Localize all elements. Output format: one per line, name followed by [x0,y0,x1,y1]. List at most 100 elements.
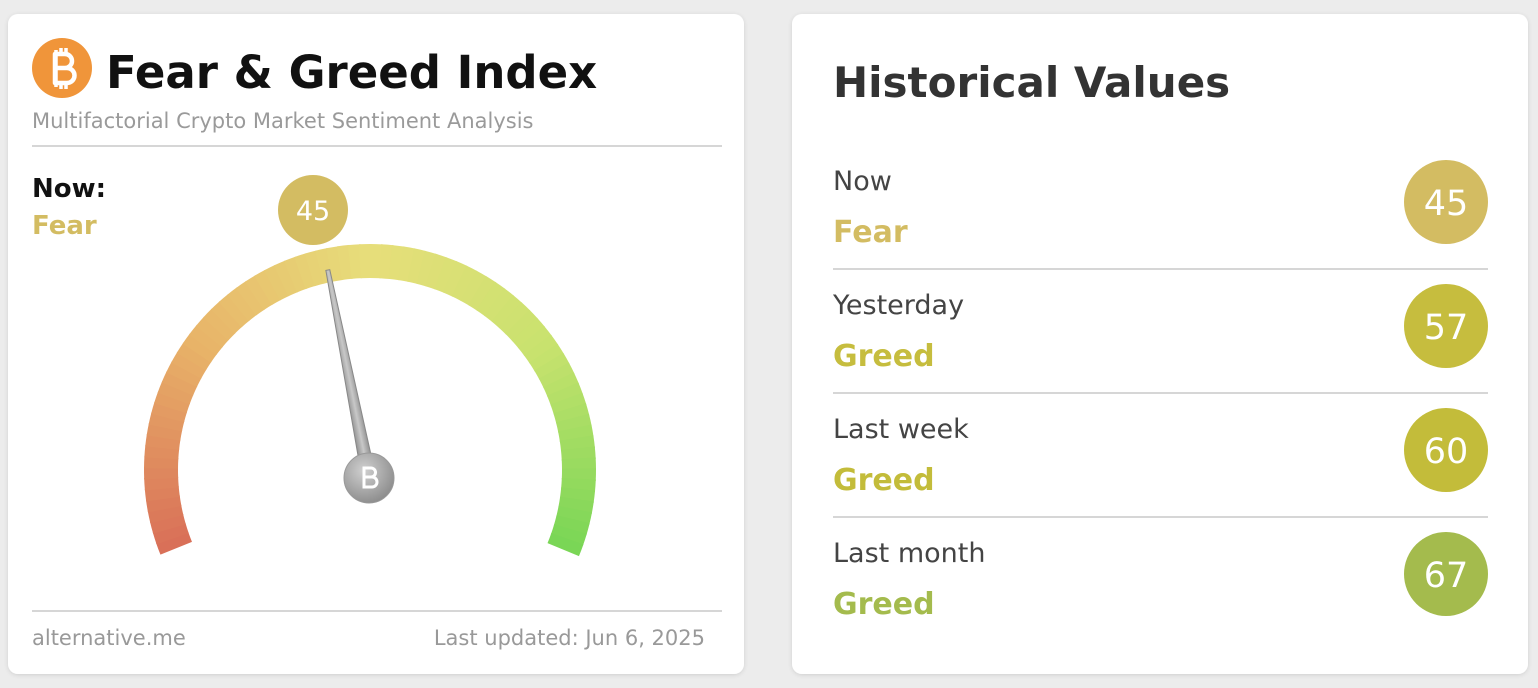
gauge-segment [434,257,458,294]
row-badge [1404,160,1488,244]
pivot-logo [362,466,379,489]
row-label: Last week [833,414,969,445]
value-text: 45 [296,196,330,227]
gauge-segment [144,476,179,491]
gauge-segment [560,446,596,461]
row-label: Yesterday [832,290,964,321]
gauge-segment [534,352,570,380]
row-classification: Greed [833,463,935,498]
gauge-segment [556,505,592,525]
row-badge [1404,532,1488,616]
gauge-segment [154,391,191,414]
row-classification: Fear [833,215,908,250]
row-badge [1404,408,1488,492]
gauge-segment [558,496,594,514]
gauge [144,244,597,557]
gauge-segment [218,293,250,328]
gauge-segment [189,324,223,355]
gauge-segment [468,275,497,311]
row-classification: Greed [833,587,935,622]
gauge-segment [358,244,372,279]
gauge-segment [555,413,592,433]
gauge-segment [273,260,299,297]
gauge-segment [451,265,478,302]
gauge-segment [294,253,316,290]
gauge-segment [144,486,180,502]
gauge-segment [148,412,185,432]
row-value: 60 [1424,432,1469,472]
gauge-segment [203,308,236,341]
gauge-segment [254,269,282,306]
gauge-segment [561,457,596,470]
row-classification: Greed [833,339,935,374]
gauge-segment [283,256,307,293]
gauge-segment [166,361,202,388]
gauge-segment [151,401,187,423]
gauge-segment [176,342,212,371]
gauge-segment [347,244,362,279]
title: Fear & Greed Index [106,46,597,99]
gauge-segment [227,287,258,322]
gauge-segment [156,531,192,555]
row-badge [1404,284,1488,368]
gauge-segment [547,533,584,557]
now-label: Now: [32,174,106,204]
classification: Fear [32,211,97,241]
gauge-segment [144,455,179,469]
gauge-segment [336,244,353,281]
row-value: 67 [1424,556,1469,596]
gauge-segment [195,316,230,348]
gauge-segment [561,468,597,482]
gauge-segment [263,264,290,301]
gauge-segment [370,244,383,279]
row-label: Now [833,166,892,197]
gauge-segment [210,300,243,334]
gauge-segment [483,288,515,323]
gauge-segment [244,275,273,311]
gauge-segment [304,250,325,287]
gauge-segment [476,281,506,317]
gauge-segment [550,392,587,415]
gauge-segment [146,423,183,441]
gauge-segment [152,522,189,545]
gauge-segment [171,351,207,379]
gauge-segment [149,513,186,534]
subtitle: Multifactorial Crypto Market Sentiment A… [32,109,534,133]
gauge-segment [523,334,559,364]
gauge-segment [157,380,194,405]
gauge-segment [538,362,575,389]
gauge-segment [553,403,590,424]
gauge-segment [144,466,179,480]
gauge-segment [235,280,265,316]
gauge-segment [161,370,198,396]
history-card [792,14,1528,674]
row-value: 57 [1424,308,1469,348]
gauge-segment [182,333,218,363]
row-value: 45 [1424,184,1469,224]
gauge-segment [425,253,448,290]
footer-updated: Last updated: Jun 6, 2025 [434,626,705,650]
history-title: Historical Values [833,58,1230,107]
gauge-segment [529,343,565,372]
row-label: Last month [833,538,985,569]
gauge-segment [505,309,538,342]
gauge-segment [443,261,468,297]
footer-source: alternative.me [32,626,186,650]
gauge-segment [553,515,590,536]
gauge-segment [416,250,437,287]
gauge-segment [498,302,531,335]
history-rows: Now Fear 45 Yesterday Greed 57 Last week Greed 6… [832,160,1488,622]
gauge-segment [407,248,427,285]
gauge-segment [398,246,416,282]
gauge-segment [511,317,546,349]
bitcoin-logo [32,38,92,98]
gauge-segment [491,294,523,329]
value-badge [278,175,348,245]
gauge-segment [460,270,488,306]
gauge-segment [543,372,579,397]
gauge-segment [517,325,552,357]
gauge-segment [550,524,587,546]
gauge-segment [546,382,583,406]
